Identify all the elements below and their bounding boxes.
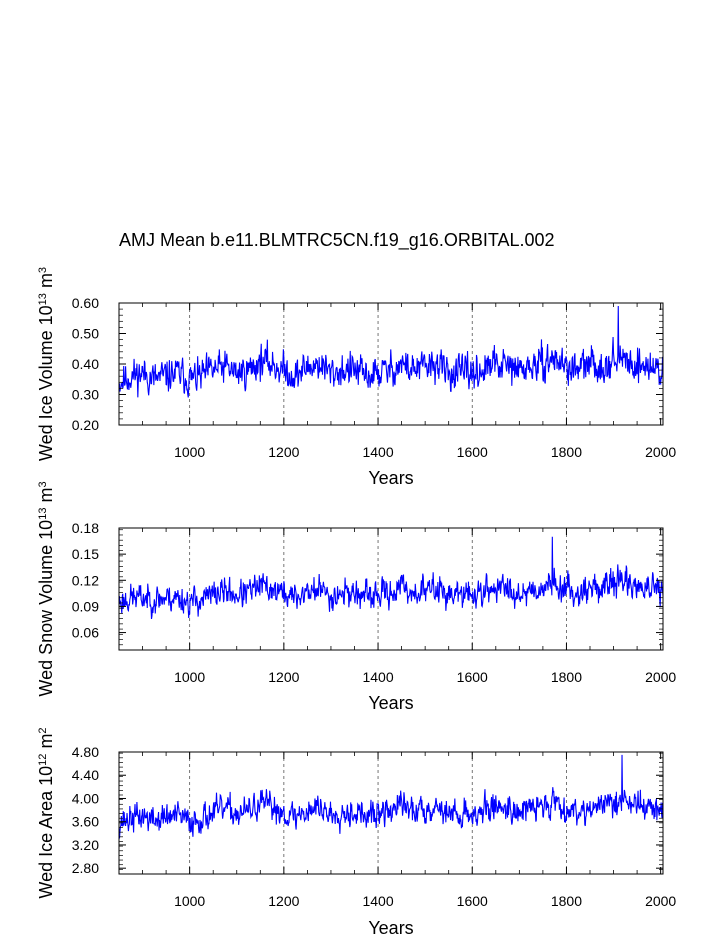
- x-tick-label: 2000: [645, 893, 676, 909]
- series-line-ice-area: [119, 754, 663, 839]
- y-tick-label: 0.09: [72, 598, 99, 614]
- x-tick-label: 1200: [268, 893, 299, 909]
- x-tick-label: 1600: [457, 893, 488, 909]
- y-tick-label: 0.50: [72, 326, 99, 342]
- y-tick-label: 4.80: [72, 744, 99, 760]
- plot-frame: [118, 751, 664, 875]
- x-axis-label: Years: [368, 918, 413, 935]
- series-line-ice-volume: [119, 306, 663, 398]
- plot-frame: [118, 527, 664, 651]
- x-tick-label: 1000: [174, 893, 205, 909]
- x-tick-label: 1200: [268, 669, 299, 685]
- x-tick-label: 1800: [551, 893, 582, 909]
- chart-title: AMJ Mean b.e11.BLMTRC5CN.f19_g16.ORBITAL…: [119, 230, 555, 251]
- y-tick-label: 0.18: [72, 520, 99, 536]
- y-axis-label: Wed Ice Area 1012 m2: [36, 727, 56, 898]
- y-tick-label: 0.30: [72, 387, 99, 403]
- x-tick-label: 1000: [174, 444, 205, 460]
- y-tick-label: 0.60: [72, 295, 99, 311]
- x-tick-label: 1400: [362, 893, 393, 909]
- panel-snow-volume: 1000 1200 1400 1600 1800 2000 0.06 0.09 0.12 0.15…: [36, 481, 676, 713]
- x-axis-label: Years: [368, 468, 413, 488]
- y-tick-label: 0.40: [72, 356, 99, 372]
- x-tick-label: 1600: [457, 444, 488, 460]
- y-tick-label: 3.60: [72, 814, 99, 830]
- x-tick-label: 1400: [362, 669, 393, 685]
- x-tick-label: 1600: [457, 669, 488, 685]
- y-tick-label: 2.80: [72, 860, 99, 876]
- y-tick-label: 0.06: [72, 625, 99, 641]
- y-tick-label: 4.00: [72, 790, 99, 806]
- y-tick-label: 0.15: [72, 546, 99, 562]
- y-tick-label: 0.12: [72, 572, 99, 588]
- x-tick-label: 2000: [645, 669, 676, 685]
- y-tick-label: 3.20: [72, 837, 99, 853]
- x-tick-label: 1800: [551, 444, 582, 460]
- x-axis-label: Years: [368, 693, 413, 713]
- panel-ice-volume: 1000 1200 1400 1600 1800 2000 0.20 0.30 0.40 0.50…: [36, 267, 676, 488]
- x-tick-label: 2000: [645, 444, 676, 460]
- x-tick-label: 1400: [362, 444, 393, 460]
- series-line-snow-volume: [119, 536, 663, 620]
- x-tick-label: 1800: [551, 669, 582, 685]
- x-tick-label: 1200: [268, 444, 299, 460]
- y-tick-label: 0.20: [72, 417, 99, 433]
- panel-ice-area: 1000 1200 1400 1600 1800 2000 2.80 3.20 3.60 4.00…: [36, 727, 676, 935]
- y-axis-label: Wed Snow Volume 1013 m3: [36, 481, 56, 696]
- y-axis-label: Wed Ice Volume 1013 m3: [36, 267, 56, 461]
- x-tick-label: 1000: [174, 669, 205, 685]
- y-tick-label: 4.40: [72, 767, 99, 783]
